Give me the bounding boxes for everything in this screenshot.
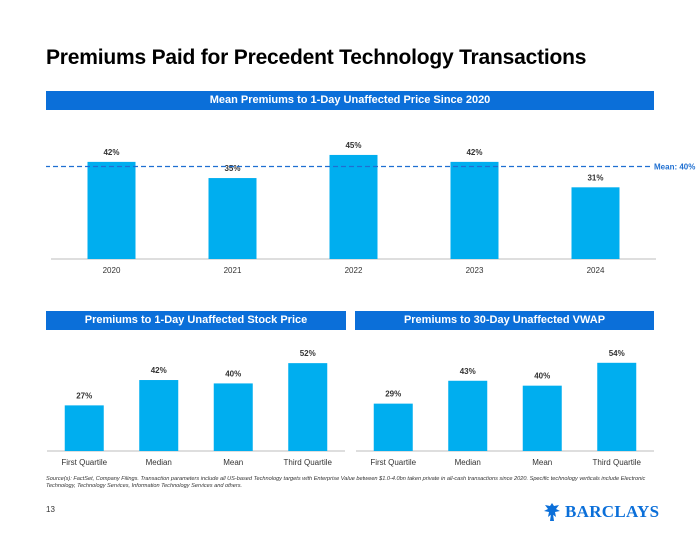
chart1-bar (571, 187, 620, 259)
chart2-value-label: 40% (225, 369, 241, 378)
chart1-category-label: 2023 (466, 266, 484, 275)
barclays-logo: BARCLAYS (543, 500, 659, 524)
chart2-bar (213, 383, 253, 451)
chart1-value-label: 35% (224, 164, 240, 173)
page-title: Premiums Paid for Precedent Technology T… (46, 46, 587, 69)
chart1-bar (450, 161, 499, 259)
logo-wordmark: BARCLAYS (565, 502, 660, 521)
chart3-bar (448, 380, 488, 451)
chart2-category-label: Mean (223, 458, 243, 467)
chart3-category-label: First Quartile (370, 458, 416, 467)
chart1-value-label: 45% (345, 141, 361, 150)
chart1-category-label: 2020 (103, 266, 121, 275)
chart2-value-label: 42% (151, 366, 167, 375)
chart3-value-label: 29% (385, 390, 401, 399)
chart2-category-label: First Quartile (61, 458, 107, 467)
chart2-bar (64, 405, 104, 451)
chart3-bar (373, 403, 413, 451)
chart3-category-label: Median (455, 458, 481, 467)
chart2-category-label: Median (146, 458, 172, 467)
eagle-icon (544, 503, 560, 521)
chart3-bar (597, 362, 637, 451)
chart-mean-premiums: 42% 2020 35% 2021 45% 2022 42% 2023 31% 2024 Mean:… (46, 141, 695, 275)
chart1-category-label: 2024 (587, 266, 605, 275)
chart3-value-label: 54% (609, 349, 625, 358)
page-number: 13 (46, 505, 55, 514)
chart3-category-label: Mean (532, 458, 552, 467)
chart1-bar (87, 161, 136, 259)
chart1-value-label: 42% (466, 148, 482, 157)
chart1-mean-label: Mean: 40% (654, 163, 695, 172)
chart1-category-label: 2021 (224, 266, 242, 275)
chart-1day-stock-price: 27% First Quartile 42% Median 40% Mean 52% Thir… (47, 349, 345, 467)
chart-30day-vwap: 29% First Quartile 43% Median 40% Mean 54% Thir… (356, 349, 654, 467)
chart1-category-label: 2022 (345, 266, 363, 275)
chart1-value-label: 42% (103, 148, 119, 157)
chart2-title-banner: Premiums to 1-Day Unaffected Stock Price (46, 311, 346, 330)
chart2-value-label: 52% (300, 349, 316, 358)
chart2-bar (288, 363, 328, 451)
chart2-value-label: 27% (76, 391, 92, 400)
chart1-value-label: 31% (587, 173, 603, 182)
chart3-value-label: 43% (460, 367, 476, 376)
chart3-category-label: Third Quartile (593, 458, 642, 467)
chart1-title-banner: Mean Premiums to 1-Day Unaffected Price … (46, 91, 654, 110)
chart1-bar (208, 178, 257, 259)
chart3-bar (522, 385, 562, 451)
chart2-category-label: Third Quartile (284, 458, 333, 467)
chart2-bar (139, 380, 179, 451)
source-note: Source(s): FactSet, Company Filings. Tra… (46, 476, 646, 489)
chart3-title-banner: Premiums to 30-Day Unaffected VWAP (355, 311, 654, 330)
chart3-value-label: 40% (534, 372, 550, 381)
chart1-bar (329, 154, 378, 259)
